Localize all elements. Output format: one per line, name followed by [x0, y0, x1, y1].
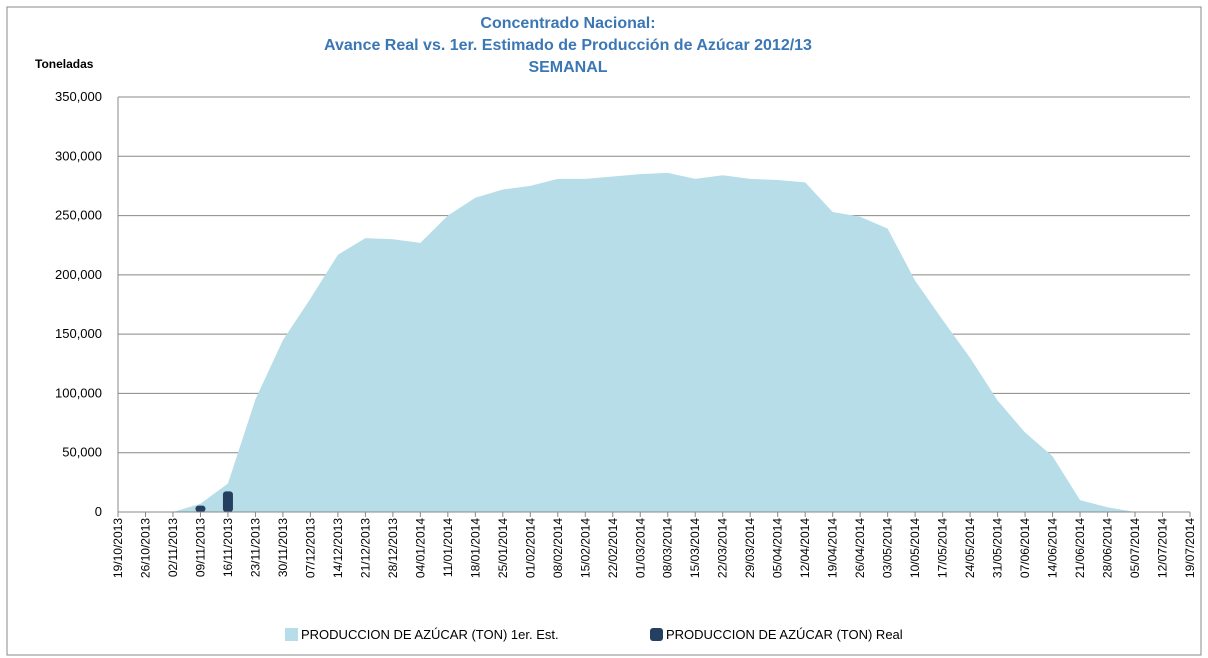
- bar: [222, 491, 233, 512]
- legend-label: PRODUCCION DE AZÚCAR (TON) 1er. Est.: [301, 627, 559, 642]
- x-tick-label: 15/03/2014: [688, 518, 702, 578]
- y-tick-label: 200,000: [55, 267, 102, 282]
- x-tick-label: 21/06/2014: [1073, 518, 1087, 578]
- y-tick-label: 250,000: [55, 208, 102, 223]
- y-tick-label: 150,000: [55, 326, 102, 341]
- x-tick-label: 22/02/2014: [606, 518, 620, 578]
- y-tick-label: 100,000: [55, 385, 102, 400]
- x-tick-label: 14/06/2014: [1046, 518, 1060, 578]
- x-tick-label: 19/07/2014: [1183, 518, 1197, 578]
- y-tick-label: 0: [95, 504, 102, 519]
- x-tick-label: 09/11/2013: [193, 518, 207, 577]
- chart-title: Concentrado Nacional:: [480, 15, 655, 32]
- x-tick-label: 23/11/2013: [248, 518, 262, 577]
- x-tick-label: 04/01/2014: [413, 518, 427, 578]
- x-tick-label: 31/05/2014: [991, 518, 1005, 578]
- legend-swatch: [285, 628, 298, 641]
- x-tick-label: 22/03/2014: [716, 518, 730, 578]
- x-tick-label: 08/03/2014: [661, 518, 675, 578]
- x-tick-label: 10/05/2014: [908, 518, 922, 578]
- y-tick-label: 300,000: [55, 148, 102, 163]
- x-tick-label: 01/02/2014: [523, 518, 537, 578]
- x-tick-label: 26/10/2013: [138, 518, 152, 578]
- y-axis-label: Toneladas: [35, 57, 94, 71]
- x-tick-label: 28/06/2014: [1101, 518, 1115, 578]
- bar: [195, 505, 206, 512]
- legend-swatch: [650, 628, 663, 641]
- x-tick-label: 19/04/2014: [826, 518, 840, 578]
- x-tick-label: 15/02/2014: [578, 518, 592, 578]
- x-tick-label: 18/01/2014: [468, 518, 482, 578]
- x-tick-label: 25/01/2014: [496, 518, 510, 578]
- x-tick-label: 14/12/2013: [331, 518, 345, 578]
- x-tick-label: 28/12/2013: [386, 518, 400, 578]
- area: [118, 172, 1190, 512]
- x-tick-label: 05/04/2014: [771, 518, 785, 578]
- x-tick-label: 16/11/2013: [221, 518, 235, 577]
- x-tick-label: 30/11/2013: [276, 518, 290, 577]
- x-tick-label: 11/01/2014: [441, 518, 455, 577]
- x-tick-label: 17/05/2014: [936, 518, 950, 578]
- chart-title: Avance Real vs. 1er. Estimado de Producc…: [324, 37, 812, 54]
- x-tick-label: 19/10/2013: [111, 518, 125, 578]
- y-tick-label: 50,000: [62, 445, 102, 460]
- x-tick-label: 12/04/2014: [798, 518, 812, 578]
- x-tick-label: 03/05/2014: [881, 518, 895, 578]
- x-tick-label: 26/04/2014: [853, 518, 867, 578]
- x-tick-label: 02/11/2013: [166, 518, 180, 577]
- x-tick-label: 08/02/2014: [551, 518, 565, 578]
- x-tick-label: 29/03/2014: [743, 518, 757, 578]
- x-tick-label: 01/03/2014: [633, 518, 647, 578]
- x-tick-label: 12/07/2014: [1156, 518, 1170, 578]
- x-tick-label: 21/12/2013: [358, 518, 372, 578]
- x-tick-label: 07/06/2014: [1018, 518, 1032, 578]
- x-tick-label: 05/07/2014: [1128, 518, 1142, 578]
- x-tick-label: 07/12/2013: [303, 518, 317, 578]
- legend-label: PRODUCCION DE AZÚCAR (TON) Real: [666, 627, 903, 642]
- x-tick-label: 24/05/2014: [963, 518, 977, 578]
- y-tick-label: 350,000: [55, 89, 102, 104]
- chart-title: SEMANAL: [528, 59, 607, 76]
